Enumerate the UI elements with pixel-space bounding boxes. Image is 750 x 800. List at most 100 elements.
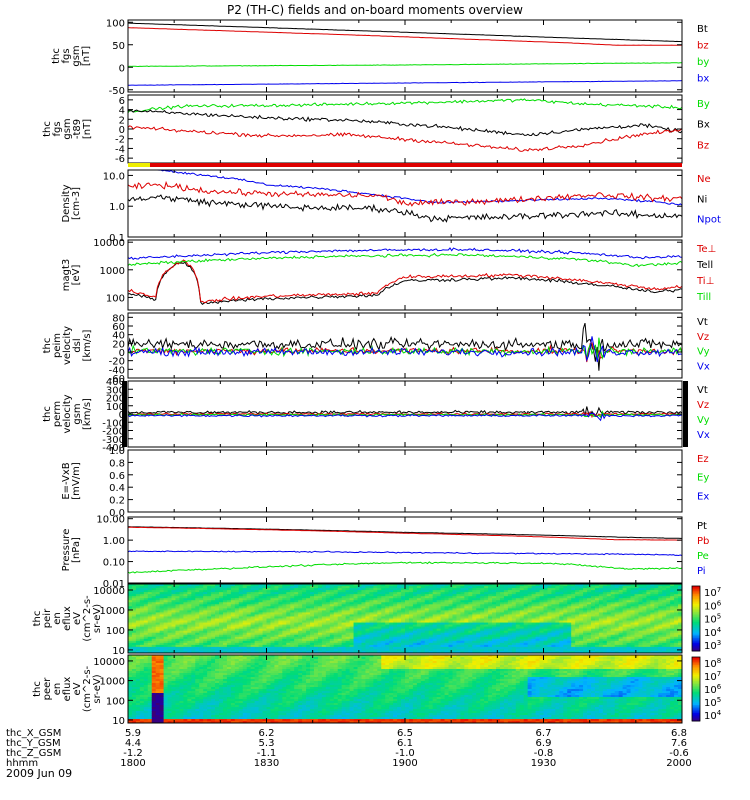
spectrogram-cell	[139, 592, 145, 595]
spectrogram-cell	[377, 644, 382, 648]
spectrogram-cell	[215, 600, 220, 603]
spectrogram-cell	[226, 650, 232, 654]
spectrogram-cell	[559, 590, 564, 593]
spectrogram-cell	[496, 624, 501, 628]
spectrogram-cell	[428, 610, 434, 613]
spectrogram-cell	[436, 584, 442, 587]
spectrogram-cell	[211, 624, 216, 628]
spectrogram-cell	[341, 614, 347, 617]
spectrogram-cell	[492, 620, 497, 623]
spectrogram-cell	[559, 608, 564, 611]
spectrogram-cell	[135, 608, 141, 611]
spectrogram-cell	[432, 608, 438, 611]
spectrogram-cell	[246, 604, 252, 607]
spectrogram-cell	[278, 584, 283, 587]
spectrogram-cell	[310, 598, 315, 601]
spectrogram-cell	[163, 650, 168, 654]
spectrogram-cell	[476, 642, 481, 646]
spectrogram-cell	[230, 636, 236, 640]
spectrogram-cell	[444, 614, 449, 617]
spectrogram-cell	[226, 598, 232, 601]
spectrogram-cell	[139, 648, 145, 652]
spectrogram-cell	[167, 588, 172, 591]
spectrogram-cell	[519, 588, 525, 591]
spectrogram-cell	[460, 624, 465, 628]
spectrogram-cell	[219, 648, 224, 652]
spectrogram-cell	[222, 630, 228, 634]
spectrogram-cell	[203, 616, 208, 619]
spectrogram-cell	[266, 632, 271, 636]
spectrogram-cell	[203, 594, 208, 597]
spectrogram-cell	[313, 588, 319, 591]
spectrogram-cell	[547, 594, 552, 597]
spectrogram-cell	[571, 606, 576, 609]
spectrogram-cell	[412, 620, 418, 623]
spectrogram-cell	[440, 628, 445, 632]
y-axis-label: magt3 [eV]	[61, 259, 82, 292]
y-tick-label: 100	[106, 402, 125, 413]
spectrogram-cell	[393, 622, 398, 625]
spectrogram-cell	[484, 594, 489, 597]
spectrogram-cell	[539, 646, 544, 650]
spectrogram-cell	[361, 596, 366, 599]
spectrogram-cell	[207, 650, 212, 654]
spectrogram-cell	[321, 634, 327, 638]
spectrogram-cell	[547, 590, 552, 593]
spectrogram-cell	[274, 620, 279, 623]
spectrogram-cell	[199, 624, 204, 628]
spectrogram-cell	[559, 624, 564, 628]
spectrogram-cell	[175, 604, 180, 607]
spectrogram-cell	[377, 586, 382, 589]
y-axis-label-line: velocity	[62, 394, 73, 433]
spectrogram-cell	[519, 650, 525, 654]
spectrogram-cell	[151, 636, 157, 640]
spectrogram-cell	[163, 586, 168, 589]
spectrogram-cell	[215, 590, 220, 593]
spectrogram-cell	[349, 602, 354, 605]
spectrogram-cell	[460, 618, 465, 621]
spectrogram-cell	[361, 624, 366, 628]
spectrogram-cell	[519, 628, 525, 632]
y-tick-label: -200	[102, 427, 125, 438]
spectrogram-cell	[468, 594, 473, 597]
spectrogram-cell	[242, 592, 248, 595]
spectrogram-cell	[452, 612, 457, 615]
spectrogram-cell	[353, 628, 358, 632]
spectrogram-cell	[401, 616, 406, 619]
spectrogram-cell	[199, 606, 204, 609]
spectrogram-cell	[428, 600, 434, 603]
spectrogram-cell	[515, 610, 521, 613]
spectrogram-cell	[139, 620, 145, 623]
spectrogram-cell	[211, 644, 216, 648]
spectrogram-cell	[464, 618, 469, 621]
spectrogram-cell	[511, 650, 517, 654]
spectrogram-cell	[258, 594, 263, 597]
spectrogram-cell	[278, 624, 283, 628]
spectrogram-cell	[468, 622, 473, 625]
spectrogram-cell	[262, 600, 267, 603]
spectrogram-cell	[329, 604, 335, 607]
spectrogram-cell	[155, 616, 161, 619]
spectrogram-cell	[143, 610, 149, 613]
spectrogram-cell	[317, 600, 323, 603]
spectrogram-cell	[203, 584, 208, 587]
y-tick-label: 1.0	[109, 446, 125, 457]
spectrogram-cell	[345, 622, 350, 625]
spectrogram-cell	[325, 650, 331, 654]
spectrogram-cell	[571, 586, 576, 589]
spectrogram-cell	[416, 642, 422, 646]
spectrogram-cell	[385, 602, 390, 605]
spectrogram-cell	[373, 628, 378, 632]
spectrogram-cell	[377, 614, 382, 617]
spectrogram-cell	[499, 638, 505, 642]
spectrogram-cell	[155, 622, 161, 625]
spectrogram-cell	[215, 648, 220, 652]
spectrogram-cell	[432, 620, 438, 623]
spectrogram-cell	[567, 650, 572, 654]
spectrogram-cell	[250, 632, 256, 636]
spectrogram-cell	[499, 598, 505, 601]
spectrogram-cell	[547, 628, 552, 632]
spectrogram-cell	[211, 606, 216, 609]
spectrogram-cell	[571, 642, 576, 646]
spectrogram-cell	[381, 586, 386, 589]
